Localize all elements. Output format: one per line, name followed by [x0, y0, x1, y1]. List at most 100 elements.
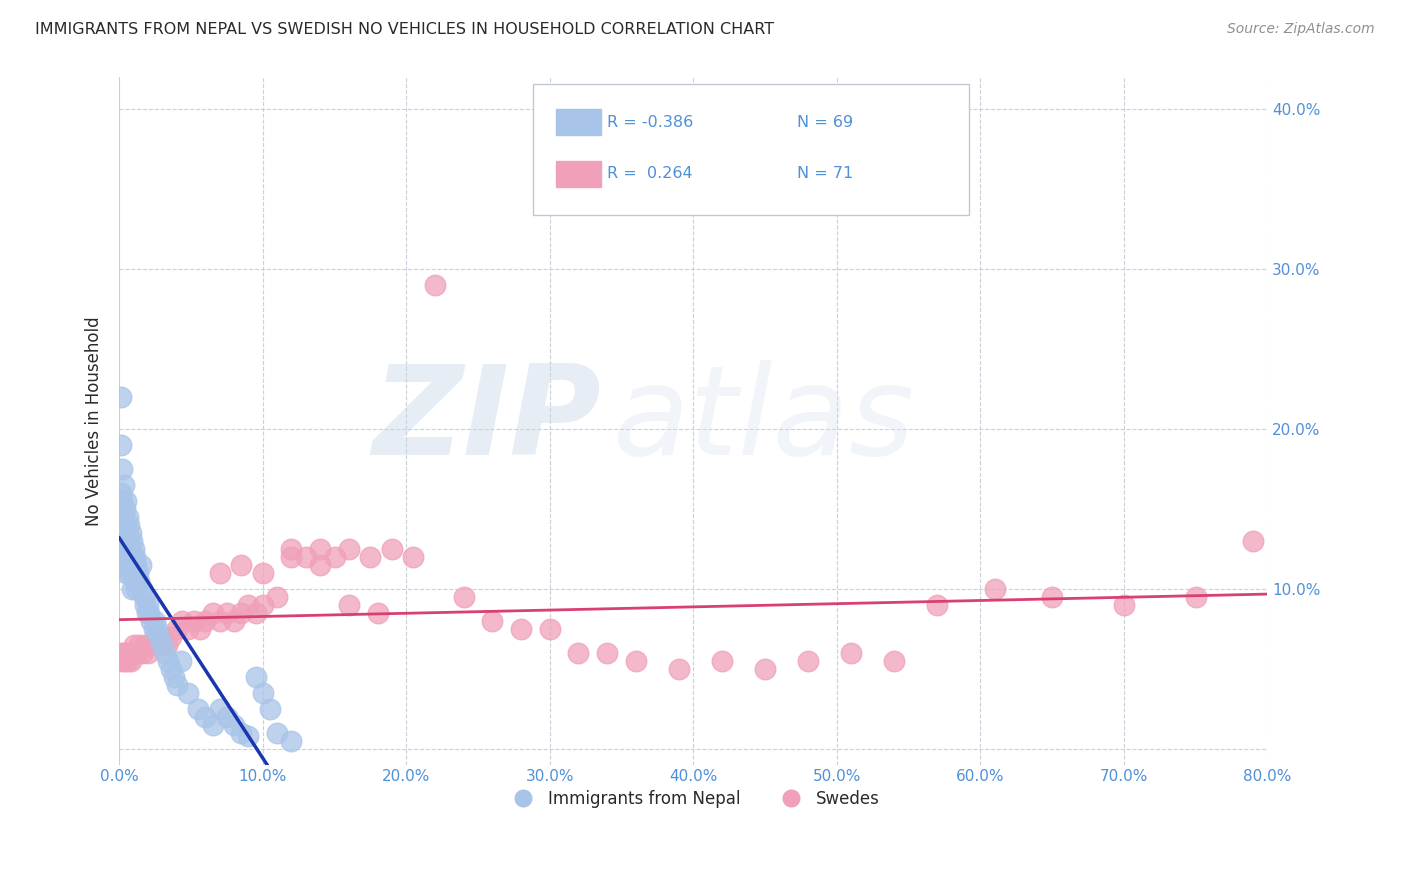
Point — [222, 614, 245, 628]
Point — [125, 582, 148, 596]
Point — [323, 549, 346, 564]
Point — [112, 509, 135, 524]
Point — [110, 390, 132, 404]
Point — [481, 614, 503, 628]
Point — [124, 574, 146, 588]
Point — [121, 646, 143, 660]
Point — [711, 654, 734, 668]
Point — [215, 606, 238, 620]
Text: N = 71: N = 71 — [797, 166, 853, 181]
Point — [143, 614, 166, 628]
Point — [150, 630, 173, 644]
Point — [117, 533, 139, 548]
Point — [183, 614, 205, 628]
Point — [252, 566, 274, 580]
Point — [170, 654, 193, 668]
Point — [148, 638, 170, 652]
Point — [280, 549, 302, 564]
Point — [797, 654, 820, 668]
Point — [117, 654, 139, 668]
Point — [110, 646, 132, 660]
Text: N = 69: N = 69 — [797, 114, 853, 129]
Point — [128, 638, 150, 652]
Point — [125, 646, 148, 660]
Point — [135, 606, 157, 620]
Point — [538, 622, 561, 636]
Point — [118, 541, 141, 556]
Point — [359, 549, 381, 564]
Point — [245, 606, 267, 620]
Bar — [555, 161, 602, 186]
Point — [111, 517, 134, 532]
Point — [1184, 590, 1206, 604]
Point — [337, 541, 360, 556]
Point — [145, 622, 167, 636]
Point — [208, 701, 231, 715]
Point — [367, 606, 389, 620]
Point — [754, 662, 776, 676]
Point — [132, 590, 155, 604]
Point — [381, 541, 404, 556]
Point — [402, 549, 425, 564]
Point — [131, 646, 153, 660]
Point — [231, 558, 253, 572]
Point — [252, 598, 274, 612]
Point — [252, 685, 274, 699]
Point — [114, 654, 136, 668]
Point — [927, 598, 949, 612]
Point — [208, 614, 231, 628]
Point — [121, 533, 143, 548]
Point — [153, 646, 176, 660]
Point — [148, 630, 170, 644]
FancyBboxPatch shape — [533, 85, 969, 215]
Point — [157, 654, 180, 668]
Point — [139, 638, 162, 652]
Point — [139, 614, 162, 628]
Point — [131, 582, 153, 596]
Point — [125, 558, 148, 572]
Point — [136, 646, 159, 660]
Point — [201, 717, 224, 731]
Point — [1241, 533, 1264, 548]
Point — [121, 558, 143, 572]
Point — [266, 590, 288, 604]
Point — [138, 606, 160, 620]
Point — [883, 654, 905, 668]
Point — [1112, 598, 1135, 612]
Point — [120, 549, 142, 564]
Point — [156, 638, 179, 652]
Point — [266, 725, 288, 739]
Point — [136, 598, 159, 612]
Point — [337, 598, 360, 612]
Point — [127, 566, 149, 580]
Point — [245, 670, 267, 684]
Point — [238, 729, 260, 743]
Point — [166, 678, 188, 692]
Point — [115, 517, 138, 532]
Point — [120, 525, 142, 540]
Text: R =  0.264: R = 0.264 — [607, 166, 693, 181]
Point — [668, 662, 690, 676]
Point — [111, 654, 134, 668]
Point — [259, 701, 281, 715]
Point — [112, 478, 135, 492]
Point — [194, 614, 217, 628]
Point — [280, 733, 302, 747]
Text: atlas: atlas — [613, 360, 915, 482]
Point — [194, 709, 217, 723]
Point — [115, 494, 138, 508]
Point — [122, 541, 145, 556]
Point — [177, 685, 200, 699]
Point — [150, 638, 173, 652]
Point — [122, 566, 145, 580]
Point — [128, 574, 150, 588]
Point — [309, 541, 332, 556]
Point — [238, 598, 260, 612]
Point — [114, 525, 136, 540]
Point — [187, 701, 209, 715]
Point — [177, 622, 200, 636]
Point — [122, 638, 145, 652]
Point — [231, 725, 253, 739]
Point — [121, 582, 143, 596]
Legend: Immigrants from Nepal, Swedes: Immigrants from Nepal, Swedes — [501, 783, 887, 814]
